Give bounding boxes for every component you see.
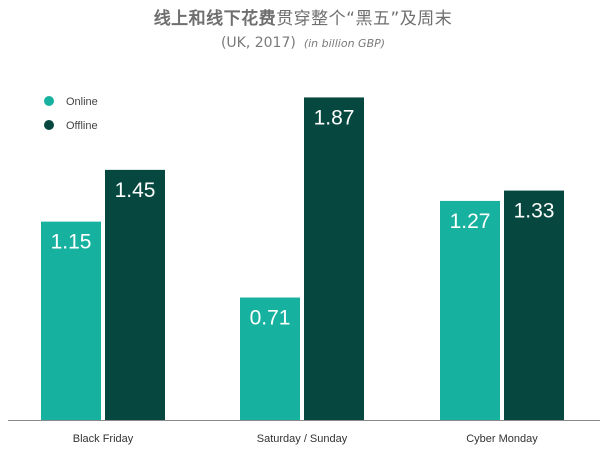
- legend-label-online: Online: [66, 96, 98, 108]
- x-tick-label-2: Saturday / Sunday: [257, 433, 348, 445]
- data-label-online-3: 1.27: [450, 210, 491, 233]
- bar-online-3: [440, 200, 500, 420]
- chart-title-rest: 贯穿整个“黑五”及周末: [276, 9, 453, 29]
- x-tick-label-1: Black Friday: [73, 433, 134, 445]
- data-label-offline-2: 1.87: [314, 106, 355, 129]
- data-label-online-2: 0.71: [250, 307, 291, 330]
- chart-header: 线上和线下花费贯穿整个“黑五”及周末 (UK, 2017) (in billion…: [0, 4, 606, 51]
- data-label-offline-1: 1.45: [115, 179, 156, 202]
- bar-online-2: [240, 297, 300, 420]
- chart-subtitle-row: (UK, 2017) (in billion GBP): [0, 32, 606, 51]
- chart-title-bold: 线上和线下花费: [153, 9, 277, 29]
- data-label-online-1: 1.15: [51, 231, 92, 254]
- bar-offline-3: [504, 190, 564, 420]
- chart-subtitle: (UK, 2017): [220, 35, 296, 51]
- data-label-offline-3: 1.33: [514, 200, 555, 223]
- chart-title: 线上和线下花费贯穿整个“黑五”及周末: [0, 4, 606, 29]
- bar-offline-2: [304, 97, 364, 421]
- bar-online-1: [41, 221, 101, 420]
- legend-marker-offline: [44, 120, 54, 130]
- legend-label-offline: Offline: [66, 120, 98, 132]
- bar-offline-1: [105, 169, 165, 420]
- x-tick-label-3: Cyber Monday: [466, 433, 538, 445]
- chart-unit: (in billion GBP): [303, 37, 386, 50]
- legend-marker-online: [44, 96, 54, 106]
